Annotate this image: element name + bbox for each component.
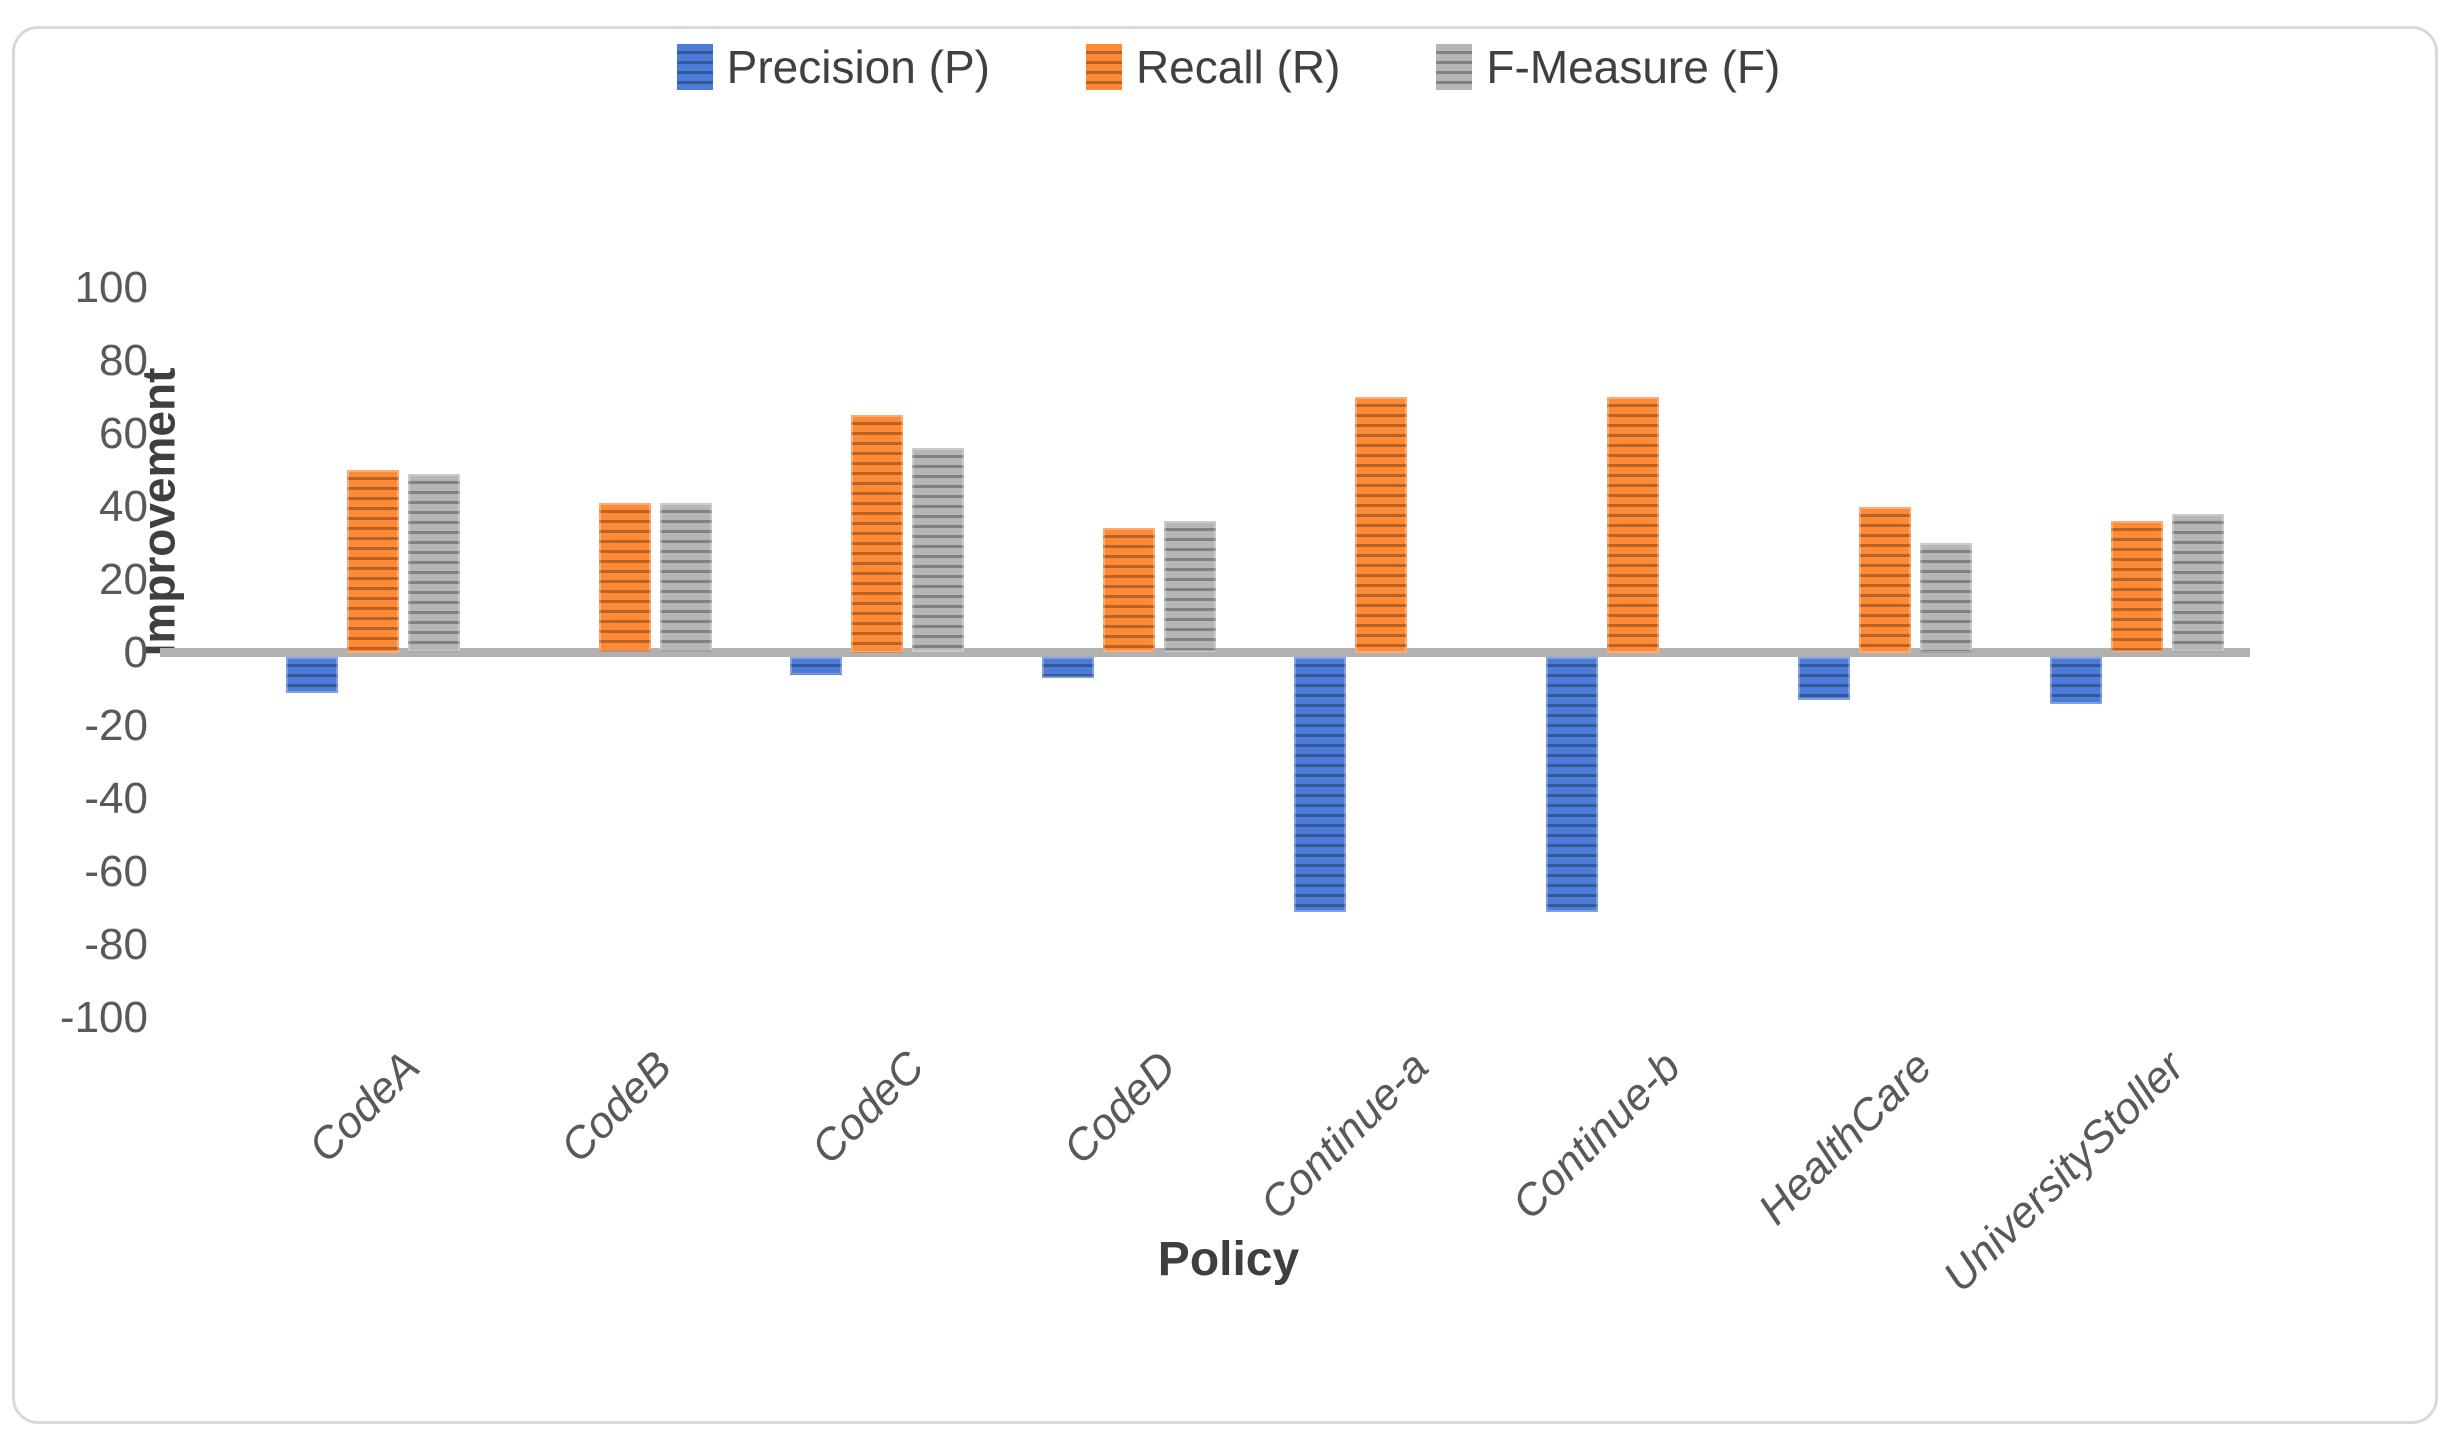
- legend-label-precision: Precision (P): [726, 41, 990, 93]
- bar-precision-p-universitystoller: [2050, 656, 2102, 704]
- legend-item-recall: Recall (R): [1085, 40, 1341, 94]
- bar-recall-r-continue-b: [1607, 397, 1659, 653]
- legend-label-fmeasure: F-Measure (F): [1486, 41, 1781, 93]
- bar-recall-r-codea: [347, 470, 399, 653]
- chart-frame: [12, 26, 2438, 1424]
- bar-recall-r-healthcare: [1859, 506, 1911, 653]
- y-axis-tick-label: -80: [84, 919, 148, 969]
- y-axis-tick-label: 0: [123, 627, 148, 677]
- bar-precision-p-codec: [790, 656, 842, 675]
- bar-precision-p-coded: [1042, 656, 1094, 679]
- legend-marker-fmeasure: [1436, 44, 1473, 90]
- y-axis-tick-label: 80: [99, 335, 148, 385]
- y-axis-tick-label: -20: [84, 700, 148, 750]
- bar-precision-p-continue-a: [1294, 656, 1346, 912]
- bar-f-measure-f-universitystoller: [2172, 513, 2224, 653]
- bar-precision-p-codea: [286, 656, 338, 693]
- legend-item-fmeasure: F-Measure (F): [1436, 40, 1780, 94]
- bar-precision-p-continue-b: [1546, 656, 1598, 912]
- bar-recall-r-coded: [1103, 528, 1155, 653]
- y-axis-tick-label: 20: [99, 554, 148, 604]
- bar-f-measure-f-codec: [912, 448, 964, 653]
- y-axis-tick-label: -100: [59, 992, 148, 1042]
- bar-recall-r-codec: [851, 415, 903, 653]
- y-axis-tick-label: 100: [74, 262, 148, 312]
- legend-marker-precision: [676, 44, 713, 90]
- bar-recall-r-universitystoller: [2111, 521, 2163, 653]
- bar-f-measure-f-codeb: [660, 502, 712, 653]
- y-axis-tick-label: -60: [84, 846, 148, 896]
- x-axis-title: Policy: [1157, 1233, 1300, 1286]
- bar-f-measure-f-coded: [1164, 521, 1216, 653]
- bar-recall-r-continue-a: [1355, 397, 1407, 653]
- legend-label-recall: Recall (R): [1135, 41, 1341, 93]
- bar-f-measure-f-healthcare: [1920, 543, 1972, 653]
- legend-marker-recall: [1085, 44, 1122, 90]
- y-axis-tick-label: 60: [99, 408, 148, 458]
- y-axis-tick-label: -40: [84, 773, 148, 823]
- x-axis-line: [160, 648, 2250, 657]
- bar-f-measure-f-codea: [408, 473, 460, 653]
- bar-precision-p-healthcare: [1798, 656, 1850, 701]
- legend-item-precision: Precision (P): [676, 40, 990, 94]
- y-axis-tick-label: 40: [99, 481, 148, 531]
- legend: Precision (P) Recall (R) F-Measure (F): [0, 40, 2457, 94]
- bar-recall-r-codeb: [599, 502, 651, 653]
